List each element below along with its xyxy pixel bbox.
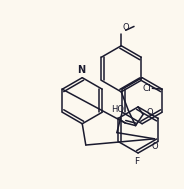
Text: O: O (122, 23, 129, 32)
Text: O: O (152, 142, 159, 151)
Text: HO: HO (111, 105, 124, 114)
Text: F: F (134, 157, 139, 167)
Text: N: N (77, 65, 85, 75)
Text: Cl: Cl (143, 84, 151, 93)
Text: O: O (146, 108, 153, 117)
